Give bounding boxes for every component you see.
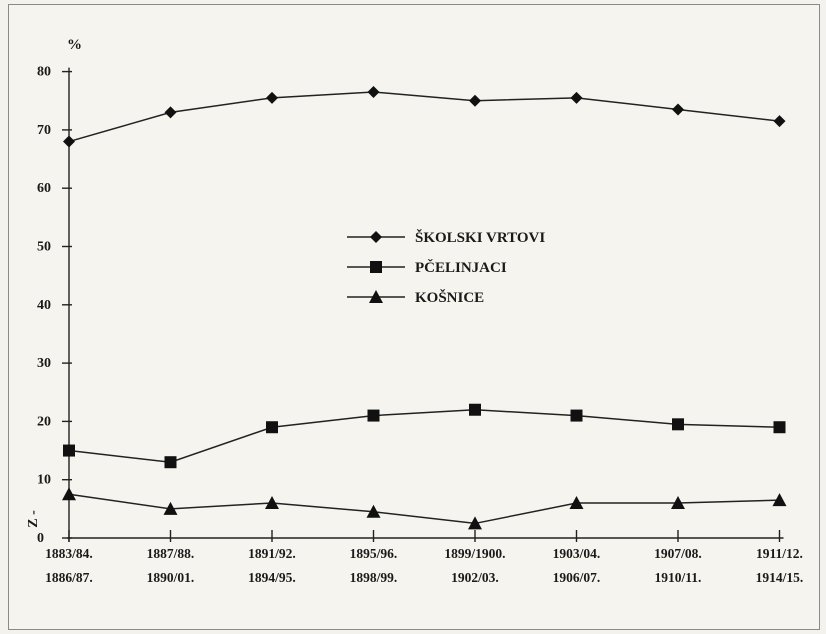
legend-marker-diamond [370,231,382,243]
data-point-triangle [366,504,381,518]
series-line-square [68,408,780,463]
data-point-diamond [469,94,481,107]
data-point-square [63,444,75,457]
legend-label: PČELINJACI [415,259,507,276]
x-tick-label-top: 1899/1900. [444,546,505,561]
line-chart: % 0 10 20 30 40 50 60 70 80 Z - 1883/84. 1886/87. 188… [26,37,803,585]
data-point-triangle [163,501,178,515]
data-point-diamond [63,135,75,148]
y-tick-label: 60 [37,181,51,196]
chart-frame: % 0 10 20 30 40 50 60 70 80 Z - 1883/84. 1886/87. 188… [8,4,820,630]
series-line-diamond [68,91,780,143]
y-tick-label: 20 [37,414,51,429]
data-point-diamond [164,106,177,119]
x-tick-label-bottom: 1898/99. [350,570,398,585]
y-tick-label: 0 [37,531,44,546]
x-tick-label-bottom: 1890/01. [147,570,195,585]
legend: ŠKOLSKI VRTOVI PČELINJACI KOŠNICE [347,229,545,306]
series-layer [62,86,787,530]
data-point-triangle [569,496,584,510]
legend-marker-triangle [369,290,383,303]
data-point-square [773,421,786,434]
x-tick-label-bottom: 1886/87. [45,570,93,585]
data-point-diamond [266,91,278,104]
data-point-square [164,456,177,469]
data-point-diamond [672,103,684,116]
x-tick-label-top: 1911/12. [756,546,803,561]
data-point-square [367,409,380,422]
x-tick-label-bottom: 1902/03. [451,570,499,585]
data-point-square [469,403,481,416]
data-point-triangle [468,516,482,530]
x-tick-label-top: 1887/88. [147,546,195,561]
x-tick-label-bottom: 1910/11. [655,570,702,585]
y-tick-label: 40 [37,298,51,313]
y-tick-label: 70 [37,123,51,138]
x-tick-label-bottom: 1894/95. [248,570,296,585]
legend-label: ŠKOLSKI VRTOVI [415,229,545,246]
data-point-square [570,409,583,422]
data-point-triangle [265,496,279,510]
x-tick-label-bottom: 1906/07. [553,570,601,585]
y-tick-label: 30 [37,356,51,371]
data-point-diamond [367,86,380,99]
legend-marker-square [370,261,382,273]
y-tick-label: 10 [37,473,51,488]
legend-label: KOŠNICE [415,289,484,306]
axis-annotation: Z - [26,510,41,528]
x-tick-label-top: 1891/92. [248,546,296,561]
x-tick-label-top: 1907/08. [654,546,702,561]
data-point-triangle [62,487,76,501]
data-point-square [266,421,278,434]
data-point-diamond [570,91,583,104]
data-point-triangle [772,493,787,507]
x-tick-label-top: 1883/84. [45,546,93,561]
axes: % 0 10 20 30 40 50 60 70 80 Z - 1883/84. 1886/87. 188… [26,37,803,585]
x-tick-label-bottom: 1914/15. [756,570,804,585]
y-tick-label: 80 [37,65,51,80]
data-point-triangle [671,496,685,510]
data-point-diamond [773,115,786,128]
y-tick-label: 50 [37,240,51,255]
series-line-triangle [68,493,780,525]
y-axis-label: % [67,37,82,53]
data-point-square [672,418,684,431]
x-tick-label-top: 1903/04. [553,546,601,561]
x-tick-label-top: 1895/96. [350,546,398,561]
